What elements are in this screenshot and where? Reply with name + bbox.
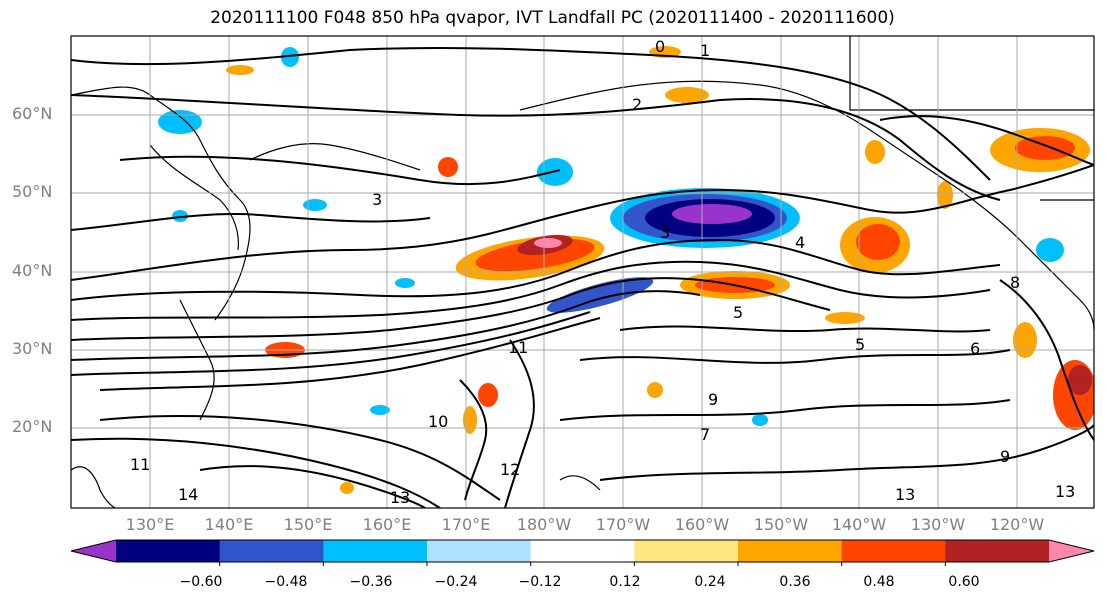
negative-anomaly-jet [546, 277, 654, 313]
contour-label: 4 [795, 233, 805, 252]
colorbar-segments [116, 540, 1050, 562]
lon-label: 140°E [204, 515, 254, 534]
contour-label: 10 [428, 412, 448, 431]
contour-label: 8 [1010, 273, 1020, 292]
contour-label: 3 [660, 223, 670, 242]
colorbar-segment [841, 540, 946, 562]
lon-label: 160°W [674, 515, 730, 534]
lon-label: 130°E [125, 515, 175, 534]
colorbar-tick-label: −0.12 [518, 574, 562, 590]
lon-label: 180°W [516, 515, 572, 534]
contour-label: 14 [178, 485, 198, 504]
colorbar-segment [634, 540, 739, 562]
colorbar-extend-high [1049, 540, 1094, 562]
colorbar-tick-label: −0.24 [434, 574, 478, 590]
colorbar-segment [116, 540, 221, 562]
colorbar-segment [530, 540, 635, 562]
lat-label: 30°N [12, 339, 53, 358]
lat-label: 60°N [12, 104, 53, 123]
lon-label: 150°E [283, 515, 333, 534]
contour-label: 11 [508, 338, 528, 357]
lon-label: 140°W [831, 515, 887, 534]
lon-label: 120°W [989, 515, 1045, 534]
contour-label: 9 [1000, 447, 1010, 466]
lon-label: 130°W [910, 515, 966, 534]
lat-label: 50°N [12, 182, 53, 201]
colorbar-extend-low [71, 540, 116, 562]
lon-label: 150°W [753, 515, 809, 534]
colorbar-segment [323, 540, 428, 562]
colorbar [70, 539, 1095, 566]
lon-label: 160°E [362, 515, 412, 534]
colorbar-tick-label: 0.60 [948, 574, 980, 590]
colorbar-tick-label: −0.60 [179, 574, 223, 590]
lon-label: 170°W [595, 515, 651, 534]
contour-label: 13 [1055, 482, 1075, 501]
lon-label: 170°E [441, 515, 491, 534]
lat-label: 20°N [12, 417, 53, 436]
colorbar-tick-label: −0.36 [349, 574, 393, 590]
contour-label: 0 [655, 37, 665, 56]
colorbar-tick-label: 0.24 [694, 574, 726, 590]
colorbar-segment [219, 540, 324, 562]
negative-anomaly-core [672, 204, 752, 224]
contour-label: 9 [708, 390, 718, 409]
contour-label: 5 [855, 335, 865, 354]
contour-label: 7 [700, 425, 710, 444]
colorbar-tick-label: −0.48 [264, 574, 308, 590]
colorbar-tick-label: 0.36 [779, 574, 811, 590]
colorbar-tick-label: 0.48 [863, 574, 895, 590]
anomaly-shading [158, 46, 1094, 494]
contour-label: 12 [500, 460, 520, 479]
contour-labels: 0 1 2 3 3 4 5 5 6 7 8 9 9 10 11 11 12 13… [130, 37, 1075, 507]
contour-label: 2 [632, 95, 642, 114]
lat-label: 40°N [12, 261, 53, 280]
positive-anomaly-core [534, 238, 562, 248]
contour-label: 1 [700, 41, 710, 60]
colorbar-segment [427, 540, 532, 562]
map-title: 2020111100 F048 850 hPa qvapor, IVT Land… [210, 8, 895, 28]
map-frame [70, 35, 1095, 509]
colorbar-segment [738, 540, 843, 562]
contour-label: 13 [895, 485, 915, 504]
contour-label: 11 [130, 455, 150, 474]
colorbar-tick-label: 0.12 [609, 574, 641, 590]
colorbar-segment [945, 540, 1050, 562]
contour-label: 13 [390, 488, 410, 507]
contour-label: 3 [372, 190, 382, 209]
contour-label: 5 [733, 303, 743, 322]
contour-lines [71, 46, 1094, 508]
contour-label: 6 [970, 339, 980, 358]
positive-anomaly-ne-inner [856, 224, 900, 260]
